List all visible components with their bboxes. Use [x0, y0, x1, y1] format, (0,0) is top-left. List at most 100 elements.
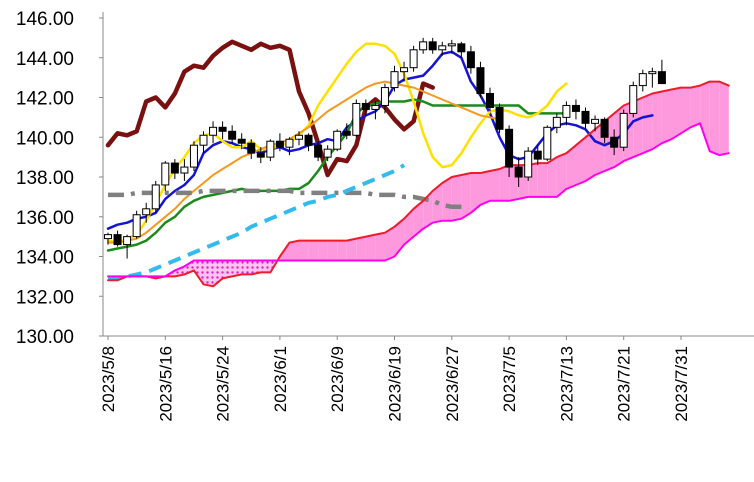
candle-body — [380, 87, 389, 106]
x-tick-label: 2023/7/31 — [672, 346, 691, 422]
candle-body — [247, 142, 256, 154]
cloud-segment — [385, 226, 395, 261]
cloud-segment — [642, 93, 653, 154]
candle-body — [361, 102, 370, 110]
candle-body — [352, 102, 361, 136]
cloud-segment — [241, 260, 252, 275]
candle-body — [342, 130, 351, 136]
x-tick-label: 2023/5/24 — [214, 346, 233, 422]
candle-body — [161, 162, 170, 186]
candle-body — [591, 118, 600, 124]
candle-body — [218, 126, 227, 132]
cloud-segment — [404, 208, 414, 245]
cloud-segment — [413, 200, 424, 237]
candle-body — [409, 49, 418, 69]
cloud-segment — [260, 260, 271, 273]
series-line-4 — [107, 80, 501, 244]
cloud-segment — [299, 240, 309, 261]
cloud-segment — [356, 236, 366, 261]
indicator-lines — [105, 39, 730, 288]
x-tick-label: 2023/6/1 — [271, 346, 290, 412]
cloud-segment — [719, 81, 729, 156]
cloud-segment — [576, 137, 586, 185]
candle-body — [638, 73, 647, 87]
cloud-segment — [193, 260, 204, 285]
candle-body — [113, 234, 122, 246]
y-tick-label: 132.00 — [16, 287, 74, 308]
candle-body — [581, 110, 590, 124]
cloud-segment — [547, 157, 557, 197]
candle-body — [466, 51, 475, 69]
cloud-segment — [327, 240, 338, 261]
cloud-segment — [442, 177, 452, 221]
series-line-7 — [107, 80, 730, 288]
candle-body — [524, 150, 533, 178]
x-tick-label: 2023/6/27 — [443, 346, 462, 422]
candle-body — [266, 140, 275, 158]
series-line-5 — [108, 188, 462, 210]
candle-body — [533, 150, 542, 160]
candle-body — [170, 162, 179, 174]
candle-body — [209, 126, 218, 136]
cloud-segment — [490, 169, 500, 201]
candle-body — [314, 144, 323, 158]
cloud-segment — [451, 175, 462, 221]
candle-body — [657, 71, 666, 85]
candle-body — [629, 85, 638, 114]
candle-body — [476, 67, 485, 95]
cloud-segment — [681, 87, 691, 134]
cloud-segment — [232, 260, 242, 277]
candle-body — [562, 104, 571, 118]
cloud-segment — [690, 85, 701, 128]
cloud-segment — [365, 234, 376, 261]
candle-body — [323, 148, 332, 158]
candle-body — [495, 106, 504, 130]
x-tick-label: 2023/5/8 — [99, 346, 118, 412]
candle-body — [151, 184, 160, 210]
candle-body — [104, 234, 112, 240]
candle-body — [428, 41, 437, 51]
cloud-segment — [661, 89, 672, 144]
x-tick-label: 2023/6/9 — [328, 346, 347, 412]
candle-body — [438, 45, 447, 51]
candle-body — [619, 112, 628, 148]
y-tick-label: 138.00 — [16, 168, 74, 189]
cloud-segment — [346, 238, 357, 261]
cloud-segment — [709, 81, 720, 156]
cloud-segment — [318, 240, 328, 261]
candle-body — [514, 166, 523, 178]
cloud-segment — [337, 240, 347, 261]
x-tick-label: 2023/6/19 — [386, 346, 405, 422]
candle-body — [419, 41, 428, 51]
cloud-segment — [375, 232, 385, 261]
candle-body — [256, 152, 265, 158]
candle-body — [400, 67, 409, 73]
y-tick-label: 140.00 — [16, 128, 74, 149]
y-tick-label: 130.00 — [16, 327, 74, 348]
cloud-segment — [251, 260, 261, 275]
candle-body — [275, 140, 284, 148]
x-tick-label: 2023/7/21 — [615, 346, 634, 422]
x-tick-label: 2023/7/5 — [500, 346, 519, 412]
series-line-8 — [107, 122, 730, 278]
cloud-segment — [203, 260, 214, 287]
candle-body — [180, 166, 189, 174]
y-tick-label: 136.00 — [16, 208, 74, 229]
candle-body — [390, 71, 399, 89]
cloud-segment — [671, 87, 681, 140]
x-tick-label: 2023/7/13 — [557, 346, 576, 422]
cloud-segment — [585, 129, 595, 181]
candle-body — [571, 104, 580, 112]
cloud-segment — [461, 173, 471, 219]
cloud-segment — [222, 260, 233, 279]
cloud-segment — [499, 165, 510, 201]
series-line-1 — [106, 50, 654, 230]
candle-body — [333, 130, 342, 150]
y-tick-label: 142.00 — [16, 89, 74, 110]
cloud-segment — [652, 91, 662, 150]
cloud-segment — [308, 240, 319, 261]
candle-body — [285, 138, 294, 148]
cloud-segment — [480, 171, 490, 205]
